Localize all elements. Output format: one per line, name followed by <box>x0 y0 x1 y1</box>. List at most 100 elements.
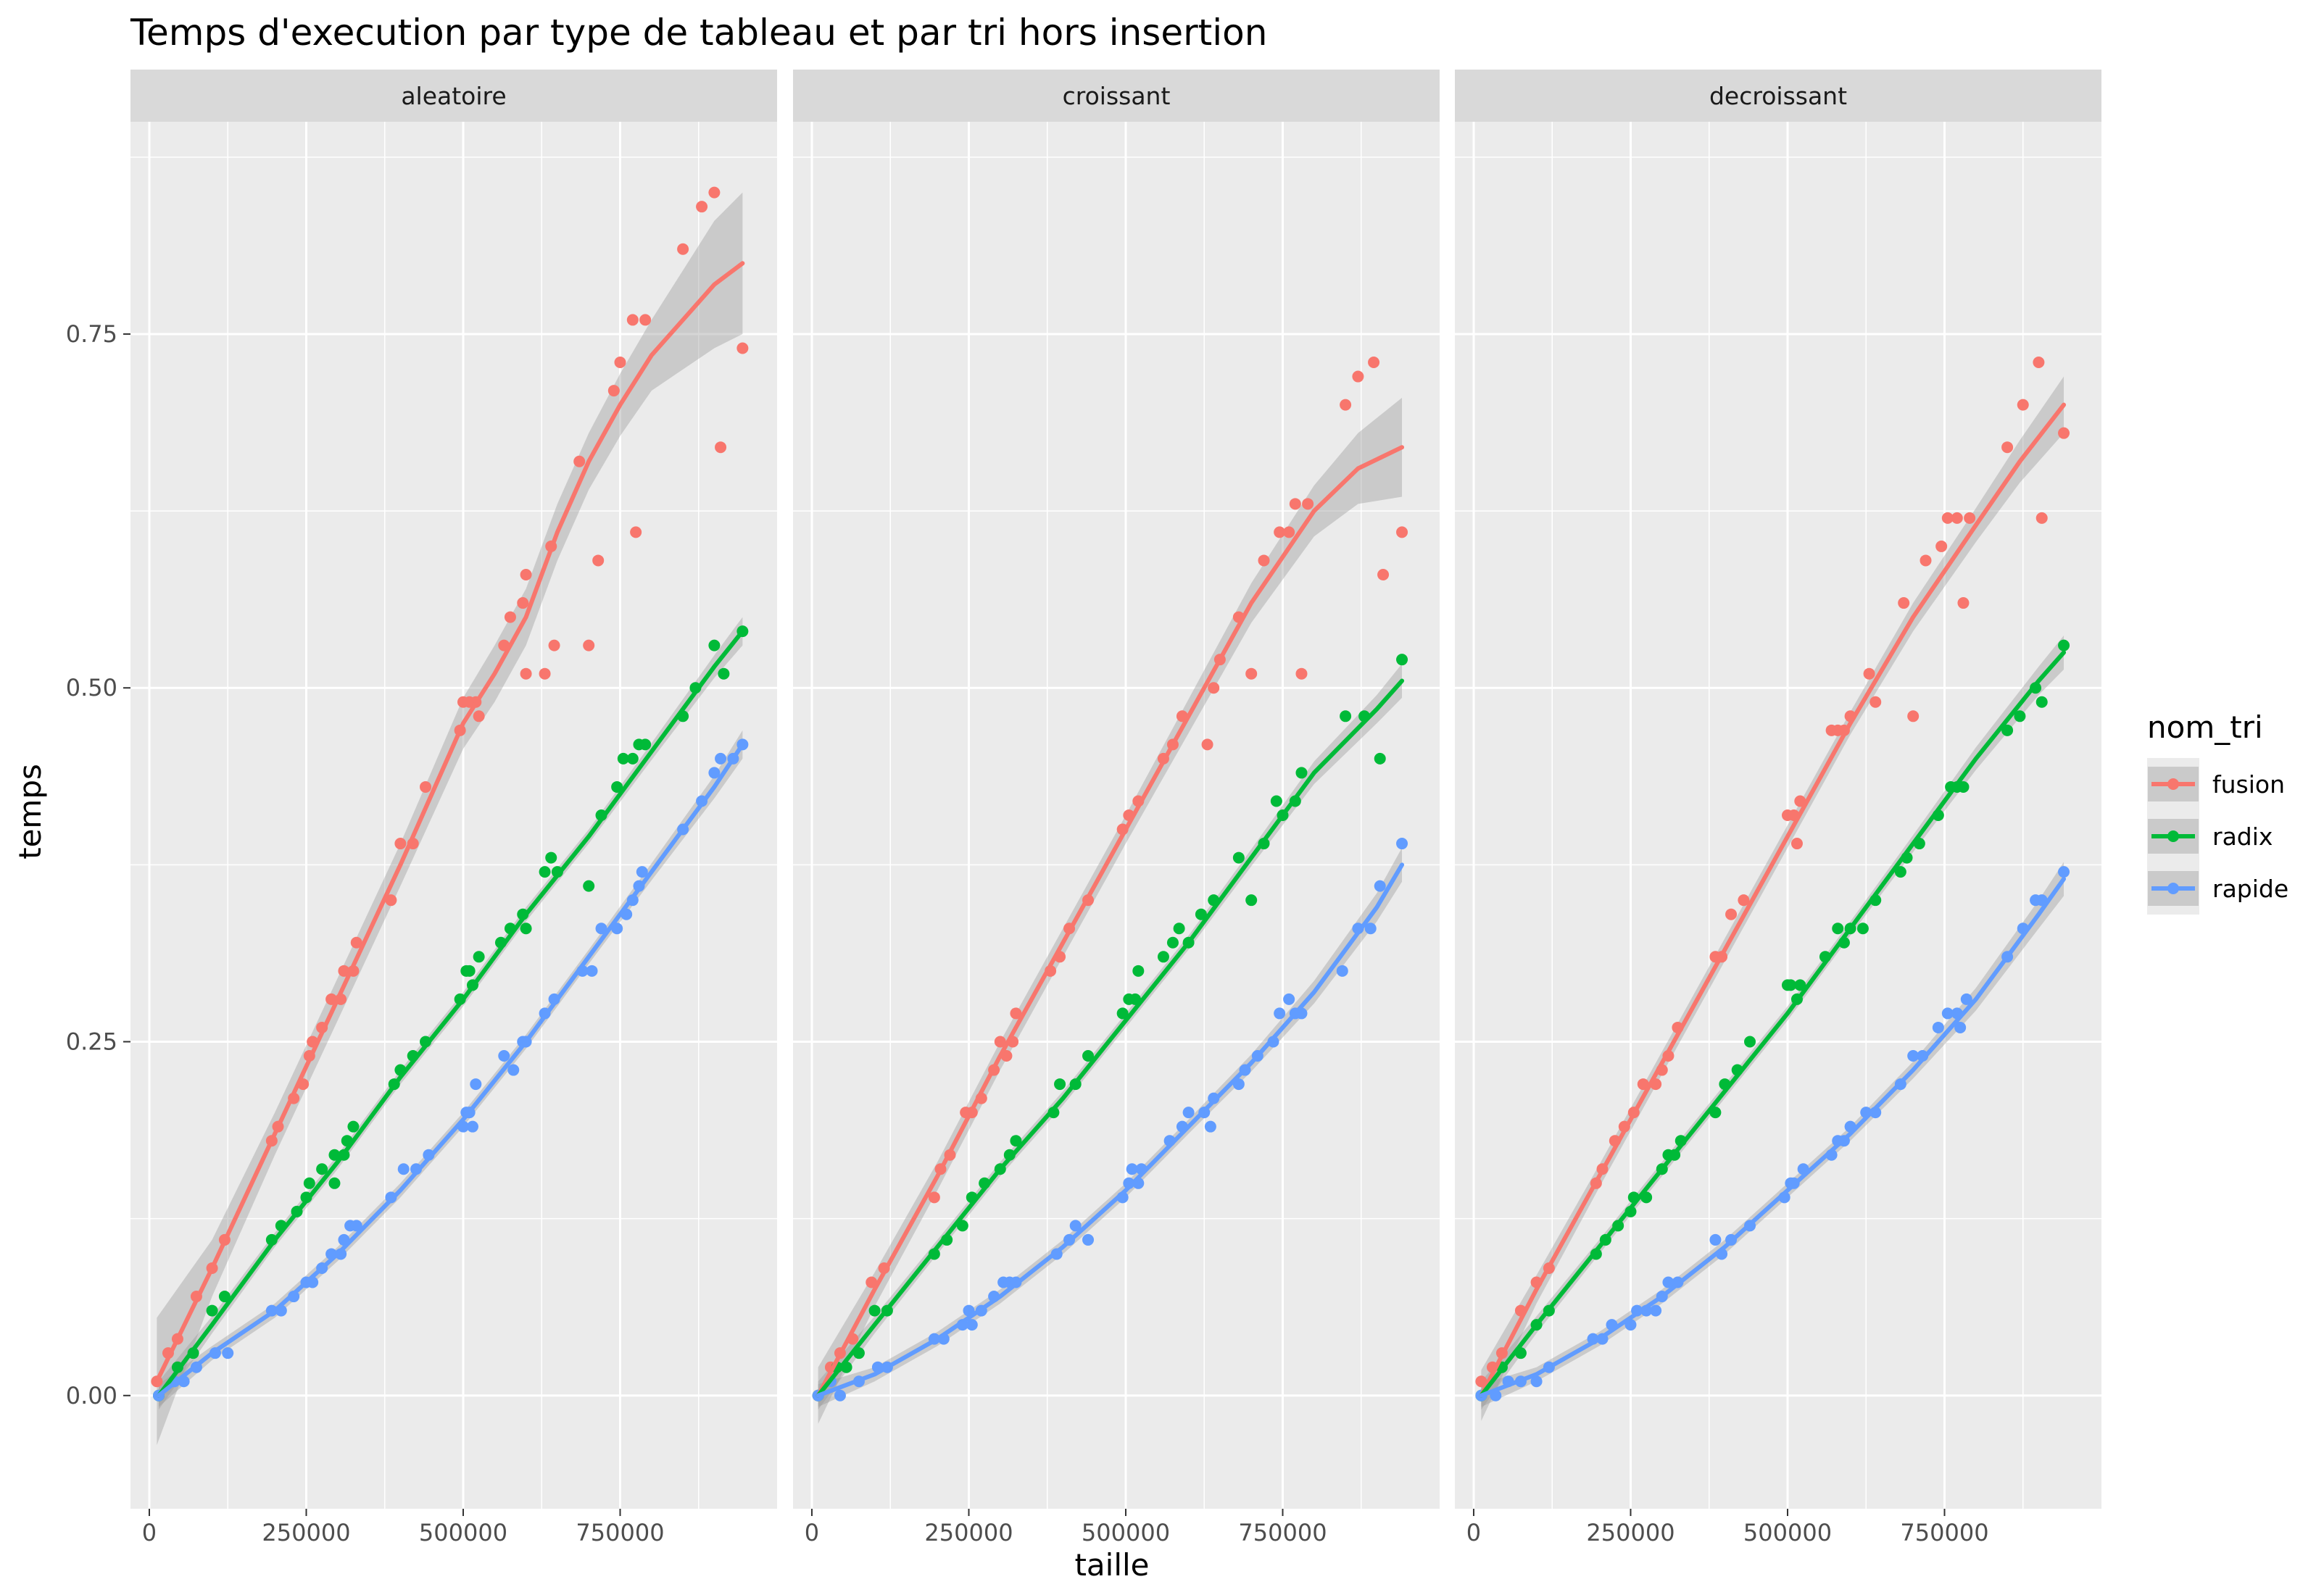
panel-background <box>1455 122 2101 1509</box>
data-point-fusion <box>1368 357 1380 369</box>
data-point-rapide <box>466 1120 478 1133</box>
data-point-radix <box>520 923 532 935</box>
x-tick-label: 250000 <box>1586 1519 1674 1546</box>
data-point-fusion <box>394 838 407 850</box>
data-point-rapide <box>834 1389 846 1402</box>
data-point-radix <box>2035 696 2048 708</box>
data-point-radix <box>1082 1050 1095 1062</box>
data-point-fusion <box>1377 568 1390 580</box>
data-point-rapide <box>350 1220 362 1232</box>
data-point-rapide <box>1650 1304 1662 1317</box>
data-point-fusion <box>1208 682 1220 694</box>
facet-strip-label: decroissant <box>1709 82 1847 110</box>
data-point-rapide <box>222 1347 234 1359</box>
x-tick-label: 500000 <box>419 1519 507 1546</box>
data-point-fusion <box>607 385 620 397</box>
data-point-radix <box>2001 724 2014 736</box>
data-point-fusion <box>1907 710 1920 722</box>
fit-line-fusion <box>154 261 745 1384</box>
data-point-radix <box>463 965 476 977</box>
data-point-fusion <box>592 554 605 567</box>
data-point-fusion <box>1790 838 1803 850</box>
data-point-fusion <box>1289 498 1301 510</box>
data-point-rapide <box>1274 1007 1286 1020</box>
data-point-rapide <box>1082 1233 1095 1246</box>
x-tick-label: 750000 <box>1900 1519 1988 1546</box>
data-point-rapide <box>1662 1276 1674 1288</box>
data-point-fusion <box>350 936 362 949</box>
legend-label-rapide: rapide <box>2212 875 2288 903</box>
data-point-fusion <box>385 894 397 907</box>
y-tick-label: 0.50 <box>66 674 117 701</box>
data-point-fusion <box>1738 894 1750 907</box>
data-point-radix <box>1245 894 1258 907</box>
x-axis-title: taille <box>1074 1547 1149 1583</box>
data-point-radix <box>328 1177 341 1189</box>
data-point-fusion <box>1637 1078 1649 1091</box>
data-point-fusion <box>696 201 708 213</box>
facet-aleatoire: aleatoire 0 250000 500000 750000 0.00 0.25 0.50… <box>66 70 777 1546</box>
x-tick-label: 250000 <box>924 1519 1013 1546</box>
data-point-radix <box>303 1177 315 1189</box>
facet-croissant: croissant 0 250000 500000 750000 <box>793 70 1440 1546</box>
data-point-fusion <box>1475 1375 1487 1388</box>
data-point-rapide <box>708 767 721 779</box>
data-point-fusion <box>1201 738 1213 751</box>
data-point-fusion <box>504 611 516 623</box>
data-point-radix <box>1744 1036 1756 1048</box>
data-point-fusion <box>338 965 350 977</box>
data-point-radix <box>1832 923 1844 935</box>
data-point-radix <box>1785 979 1797 991</box>
fit-line-fusion <box>816 445 1405 1398</box>
legend-key-rapide: rapide <box>2147 862 2288 915</box>
data-point-fusion <box>708 186 721 199</box>
x-tick-label: 500000 <box>1743 1519 1832 1546</box>
data-point-fusion <box>520 568 532 580</box>
data-point-fusion <box>1951 512 1963 524</box>
data-point-rapide <box>1960 993 1972 1005</box>
data-point-rapide <box>1941 1007 1954 1020</box>
data-point-fusion <box>583 639 595 651</box>
data-point-radix <box>718 667 730 680</box>
data-point-radix <box>1195 908 1207 920</box>
data-point-fusion <box>420 780 432 793</box>
data-point-radix <box>206 1304 218 1317</box>
data-point-fusion <box>573 455 586 467</box>
data-point-rapide <box>1396 838 1408 850</box>
data-point-rapide <box>1709 1233 1722 1246</box>
data-point-radix <box>868 1304 881 1317</box>
data-point-radix <box>1232 851 1245 864</box>
y-tick-label: 0.75 <box>66 320 117 348</box>
confidence-band-radix <box>1481 635 2064 1410</box>
data-point-rapide <box>470 1078 482 1091</box>
data-point-fusion <box>2033 357 2045 369</box>
data-point-fusion <box>473 710 485 722</box>
data-point-fusion <box>1964 512 1976 524</box>
data-point-rapide <box>1374 880 1386 892</box>
x-tick-label: 750000 <box>576 1519 664 1546</box>
chart-title: Temps d'execution par type de tableau et… <box>130 12 1267 54</box>
data-point-radix <box>1340 710 1352 722</box>
fit-line-fusion <box>1479 402 2067 1398</box>
data-point-fusion <box>1274 526 1286 538</box>
data-point-rapide <box>1283 993 1295 1005</box>
data-point-radix <box>1295 767 1308 779</box>
fit-line-radix <box>816 678 1405 1398</box>
data-point-radix <box>1794 979 1806 991</box>
data-point-radix <box>1856 923 1869 935</box>
data-point-fusion <box>715 441 727 454</box>
data-point-rapide <box>1907 1050 1920 1062</box>
fit-line-rapide <box>156 742 745 1398</box>
data-point-radix <box>708 639 721 651</box>
fit-line-radix <box>1479 650 2067 1398</box>
facet-strip-label: croissant <box>1063 82 1171 110</box>
data-point-fusion <box>1340 399 1352 411</box>
data-point-fusion <box>1935 540 1948 552</box>
data-point-radix <box>1157 951 1169 963</box>
data-point-fusion <box>2001 441 2014 454</box>
data-point-radix <box>545 851 557 864</box>
data-point-rapide <box>1954 1021 1967 1033</box>
data-point-radix <box>626 752 639 765</box>
data-point-rapide <box>507 1064 520 1076</box>
